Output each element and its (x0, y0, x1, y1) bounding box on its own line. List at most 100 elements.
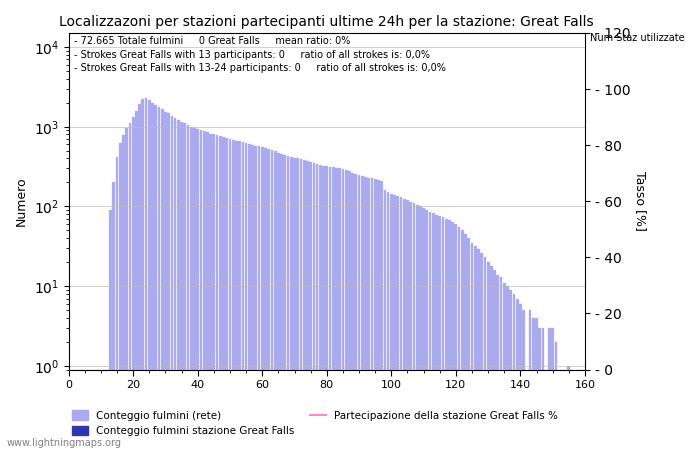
Bar (500, 277, 503, 450)
Bar (284, 155, 286, 450)
Bar (271, 150, 273, 450)
Bar (277, 153, 280, 450)
Bar (216, 135, 218, 450)
Bar (438, 216, 441, 450)
Bar (532, 318, 535, 450)
Bar (180, 122, 183, 450)
Bar (206, 132, 209, 450)
Bar (393, 195, 396, 450)
Bar (132, 117, 134, 450)
Bar (342, 169, 344, 450)
Bar (542, 328, 545, 450)
Text: - 72.665 Totale fulmini     0 Great Falls     mean ratio: 0%
- Strokes Great Fal: - 72.665 Totale fulmini 0 Great Falls me… (74, 36, 446, 73)
Bar (122, 135, 125, 450)
Bar (145, 98, 148, 450)
Bar (135, 111, 138, 450)
Bar (116, 157, 118, 450)
Bar (454, 224, 457, 450)
Bar (377, 180, 380, 450)
Bar (552, 328, 554, 450)
Title: Localizzazoni per stazioni partecipanti ultime 24h per la stazione: Great Falls: Localizzazoni per stazioni partecipanti … (60, 15, 594, 29)
Bar (161, 109, 164, 450)
Bar (155, 105, 157, 450)
Bar (361, 176, 364, 450)
Bar (464, 234, 467, 450)
Bar (426, 210, 428, 450)
Bar (368, 178, 370, 450)
Bar (506, 286, 509, 450)
Bar (290, 157, 293, 450)
Bar (125, 128, 128, 450)
Bar (296, 158, 299, 450)
Bar (419, 207, 421, 450)
Bar (241, 142, 244, 450)
Bar (512, 294, 515, 450)
Bar (461, 230, 463, 450)
Bar (400, 198, 402, 450)
Bar (477, 249, 480, 450)
Bar (486, 262, 489, 450)
Bar (119, 143, 122, 450)
Bar (238, 141, 241, 450)
Bar (222, 137, 225, 450)
Bar (548, 328, 551, 450)
Bar (338, 168, 341, 450)
Bar (177, 121, 180, 450)
Bar (332, 167, 335, 450)
Bar (435, 215, 438, 450)
Bar (261, 148, 264, 450)
Bar (312, 163, 315, 450)
Bar (390, 194, 393, 450)
Bar (442, 217, 444, 450)
Bar (328, 167, 331, 450)
Bar (484, 257, 486, 450)
Bar (199, 130, 202, 450)
Bar (522, 310, 525, 450)
Bar (428, 212, 431, 450)
Bar (225, 138, 228, 450)
Bar (354, 174, 357, 450)
Bar (164, 112, 167, 450)
Bar (203, 131, 206, 450)
Bar (309, 162, 312, 450)
Bar (406, 200, 409, 450)
Bar (139, 104, 141, 450)
Bar (516, 298, 519, 450)
Bar (248, 144, 251, 450)
Bar (235, 140, 238, 450)
Bar (448, 220, 451, 450)
Bar (568, 366, 570, 450)
Bar (167, 113, 170, 450)
Y-axis label: Tasso [%]: Tasso [%] (634, 171, 647, 231)
Bar (151, 103, 154, 450)
Bar (267, 149, 270, 450)
Bar (219, 136, 222, 450)
Bar (187, 125, 190, 450)
Bar (422, 208, 425, 450)
Bar (193, 128, 196, 450)
Bar (316, 164, 318, 450)
Bar (245, 143, 248, 450)
Bar (480, 253, 483, 450)
Bar (358, 176, 360, 450)
Bar (468, 238, 470, 450)
Bar (274, 152, 276, 450)
Bar (458, 227, 461, 450)
Bar (412, 203, 415, 450)
Bar (190, 127, 193, 450)
Bar (348, 171, 351, 450)
Bar (322, 166, 325, 450)
Bar (326, 166, 328, 450)
Bar (303, 160, 306, 450)
Bar (345, 170, 347, 450)
Bar (335, 168, 338, 450)
Bar (554, 342, 557, 450)
Bar (174, 118, 176, 450)
Bar (213, 135, 215, 450)
Bar (129, 123, 132, 450)
Bar (536, 318, 538, 450)
Bar (183, 123, 186, 450)
Bar (319, 165, 322, 450)
Bar (287, 156, 289, 450)
Bar (232, 140, 235, 450)
